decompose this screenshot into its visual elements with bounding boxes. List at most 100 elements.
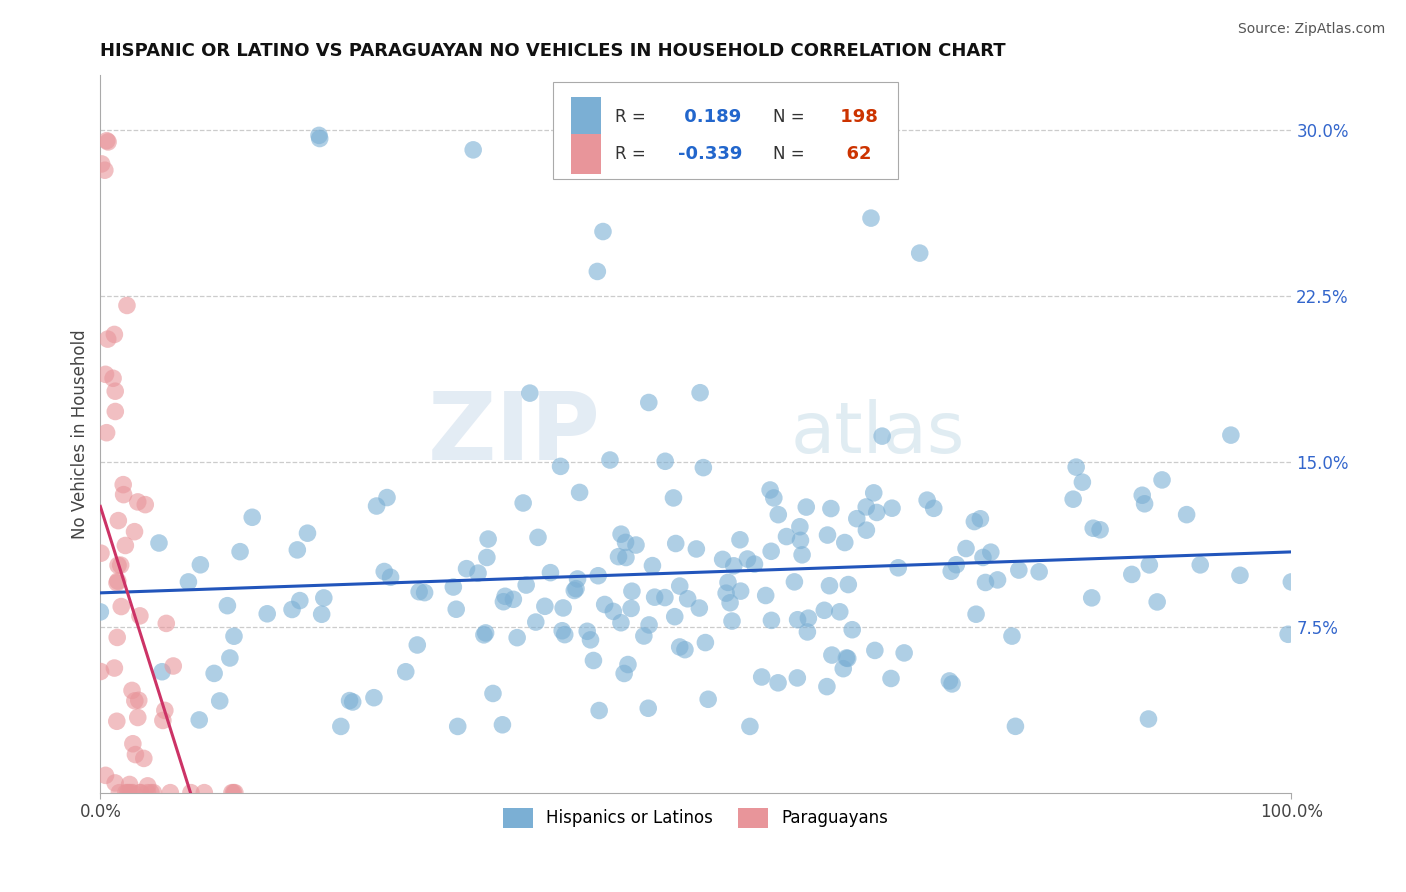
Point bbox=[110, 558, 132, 573]
Point bbox=[835, 651, 858, 665]
Point bbox=[281, 602, 304, 616]
Point bbox=[89, 605, 111, 619]
Point bbox=[104, 776, 127, 790]
Point bbox=[755, 589, 778, 603]
Point bbox=[1229, 568, 1251, 582]
Point bbox=[554, 627, 576, 641]
Point bbox=[124, 694, 146, 708]
Point bbox=[662, 491, 685, 505]
Point bbox=[110, 599, 132, 614]
Point bbox=[908, 246, 931, 260]
Point bbox=[593, 598, 616, 612]
Point bbox=[938, 673, 960, 688]
Point bbox=[813, 603, 835, 617]
Point bbox=[308, 131, 330, 145]
Point bbox=[375, 491, 398, 505]
Point bbox=[641, 558, 664, 573]
Point bbox=[738, 719, 761, 733]
Point bbox=[761, 613, 783, 627]
Point bbox=[97, 135, 120, 149]
Point bbox=[1130, 488, 1153, 502]
Point bbox=[796, 624, 818, 639]
Point bbox=[685, 541, 707, 556]
Point bbox=[297, 526, 319, 541]
Point bbox=[224, 786, 246, 800]
Point bbox=[1001, 629, 1024, 643]
Point bbox=[794, 500, 817, 514]
Point bbox=[118, 777, 141, 791]
Point bbox=[855, 523, 877, 537]
Point bbox=[980, 545, 1002, 559]
Point bbox=[1062, 492, 1084, 507]
Text: -0.339: -0.339 bbox=[678, 145, 742, 163]
Point bbox=[482, 686, 505, 700]
Point bbox=[855, 500, 877, 514]
Point bbox=[107, 514, 129, 528]
Point bbox=[202, 666, 225, 681]
Point bbox=[107, 574, 129, 588]
Point bbox=[644, 590, 666, 604]
Point bbox=[366, 499, 388, 513]
Text: ZIP: ZIP bbox=[427, 388, 600, 480]
Point bbox=[567, 572, 589, 586]
Bar bbox=[571, 135, 600, 174]
Point bbox=[474, 626, 496, 640]
Point bbox=[494, 589, 516, 603]
Point bbox=[103, 327, 125, 342]
Point bbox=[620, 584, 643, 599]
Point bbox=[815, 680, 838, 694]
Point bbox=[607, 549, 630, 564]
Point bbox=[240, 510, 263, 524]
Point bbox=[887, 561, 910, 575]
Point bbox=[664, 609, 686, 624]
Point bbox=[673, 642, 696, 657]
Point bbox=[519, 386, 541, 401]
Point bbox=[762, 491, 785, 505]
Point bbox=[136, 786, 159, 800]
Point bbox=[586, 264, 609, 278]
Point bbox=[668, 579, 690, 593]
Point bbox=[790, 548, 813, 562]
Point bbox=[150, 665, 173, 679]
Point bbox=[783, 574, 806, 589]
Point bbox=[697, 692, 720, 706]
Point bbox=[915, 493, 938, 508]
Point bbox=[1219, 428, 1241, 442]
Text: HISPANIC OR LATINO VS PARAGUAYAN NO VEHICLES IN HOUSEHOLD CORRELATION CHART: HISPANIC OR LATINO VS PARAGUAYAN NO VEHI… bbox=[100, 42, 1005, 60]
Point bbox=[717, 575, 740, 590]
Point bbox=[786, 671, 808, 685]
Point bbox=[862, 486, 884, 500]
Point bbox=[467, 566, 489, 581]
Point bbox=[986, 573, 1008, 587]
Point bbox=[613, 666, 636, 681]
Point bbox=[159, 786, 181, 800]
Point bbox=[1175, 508, 1198, 522]
Point bbox=[128, 786, 150, 800]
Point bbox=[1028, 565, 1050, 579]
Point bbox=[820, 501, 842, 516]
Point bbox=[759, 544, 782, 558]
Point bbox=[821, 648, 844, 662]
Point bbox=[413, 585, 436, 599]
Point bbox=[586, 568, 609, 582]
Point bbox=[610, 527, 633, 541]
Point bbox=[380, 570, 402, 584]
Point bbox=[624, 538, 647, 552]
Point bbox=[101, 371, 124, 385]
Point bbox=[127, 495, 149, 509]
Point bbox=[676, 591, 699, 606]
Point bbox=[841, 623, 863, 637]
Point bbox=[721, 614, 744, 628]
Point bbox=[105, 575, 128, 590]
Point bbox=[229, 544, 252, 558]
Text: N =: N = bbox=[773, 108, 804, 126]
Point bbox=[190, 558, 212, 572]
Text: atlas: atlas bbox=[792, 400, 966, 468]
Point bbox=[797, 611, 820, 625]
Point bbox=[638, 618, 661, 632]
Text: Source: ZipAtlas.com: Source: ZipAtlas.com bbox=[1237, 22, 1385, 37]
Point bbox=[444, 602, 467, 616]
Point bbox=[219, 651, 242, 665]
Point bbox=[941, 677, 963, 691]
Point bbox=[339, 693, 361, 707]
